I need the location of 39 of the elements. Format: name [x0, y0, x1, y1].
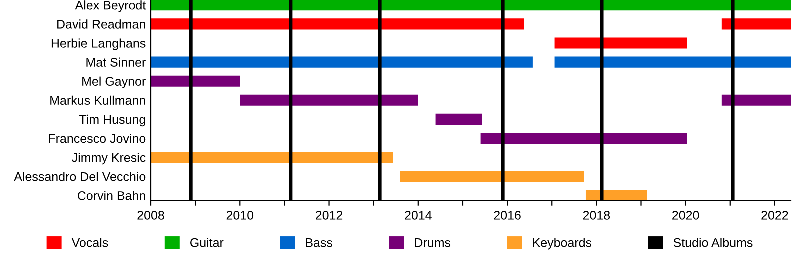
legend-label: Vocals	[72, 238, 108, 248]
y-tick-label: Mat Sinner	[86, 58, 146, 67]
bar	[722, 94, 791, 106]
legend-label: Bass	[306, 238, 333, 248]
bar	[151, 0, 791, 11]
x-tick-label: 2016	[494, 211, 521, 220]
legend-label: Keyboards	[533, 238, 592, 250]
bar	[586, 190, 648, 201]
bar	[151, 18, 524, 30]
x-tick-label: 2008	[138, 211, 164, 220]
legend-label: Guitar	[190, 238, 224, 248]
bar	[240, 94, 418, 106]
y-tick-label: Francesco Jovino	[49, 134, 146, 144]
bar	[436, 114, 482, 125]
bar	[554, 56, 791, 68]
bar	[151, 76, 240, 87]
legend-label: Studio Albums	[674, 238, 753, 248]
y-tick-label: Tim Husung	[80, 114, 146, 127]
x-tick-label: 2022	[762, 211, 788, 220]
y-tick-label: David Readman	[58, 20, 146, 29]
y-tick-label: Jimmy Kresic	[72, 153, 146, 165]
x-tick-label: 2018	[583, 211, 610, 220]
y-tick-label: Herbie Langhans	[52, 38, 146, 50]
y-tick-label: Corvin Bahn	[78, 191, 146, 200]
bar	[151, 152, 394, 164]
x-tick-label: 2014	[405, 211, 432, 220]
bar	[400, 171, 584, 182]
legend-label: Drums	[415, 238, 451, 248]
x-tick-label: 2010	[226, 211, 254, 220]
bar	[554, 38, 688, 49]
y-tick-label: Alex Beyrodt	[75, 0, 146, 12]
x-tick-label: 2020	[672, 211, 700, 220]
x-tick-label: 2012	[316, 211, 343, 220]
y-tick-label: Mel Gaynor	[82, 76, 146, 88]
bar	[722, 18, 791, 30]
bar	[480, 132, 688, 144]
y-tick-label: Markus Kullmann	[50, 96, 146, 106]
bar	[151, 56, 533, 68]
y-tick-label: Alessandro Del Vecchio	[14, 172, 146, 182]
